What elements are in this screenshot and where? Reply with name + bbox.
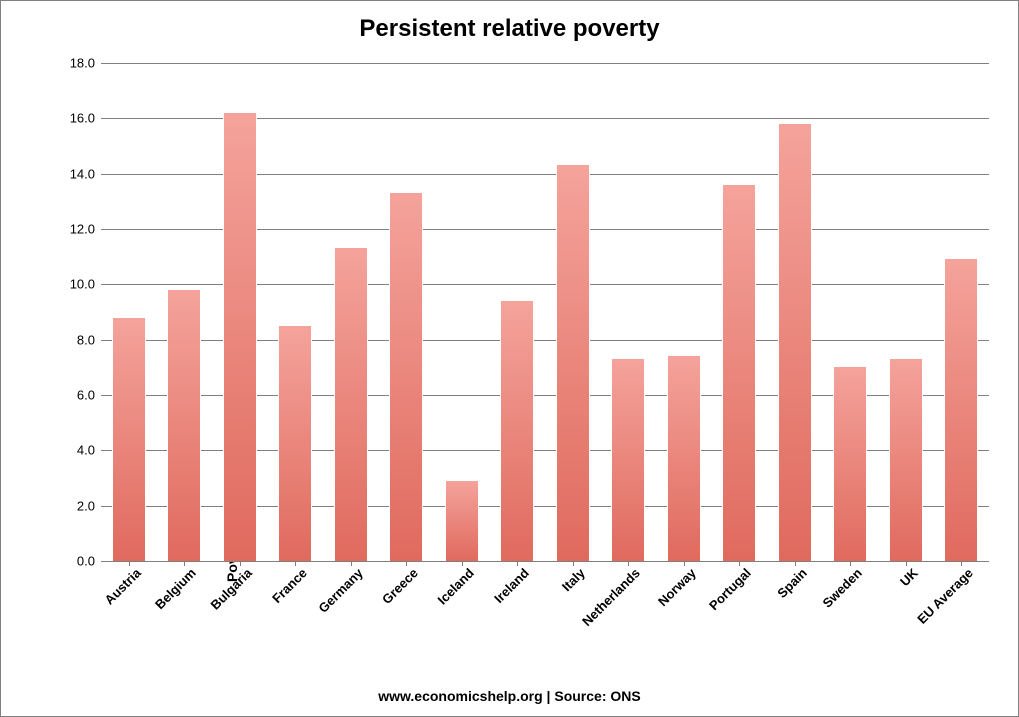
bar-slot: Norway <box>656 63 712 561</box>
y-tick-label: 14.0 <box>70 166 95 181</box>
y-tick-label: 12.0 <box>70 222 95 237</box>
x-tick-label: UK <box>892 561 920 589</box>
chart-title: Persistent relative poverty <box>1 15 1018 43</box>
bar-slot: Bulgaria <box>212 63 268 561</box>
bar <box>944 259 978 561</box>
x-tick-label: Netherlands <box>575 561 643 629</box>
bar <box>500 301 534 561</box>
bar <box>167 290 201 561</box>
bar-slot: Ireland <box>490 63 546 561</box>
y-tick-label: 4.0 <box>77 443 95 458</box>
x-tick-label: France <box>265 561 310 606</box>
bar-slot: Italy <box>545 63 601 561</box>
bar <box>445 481 479 561</box>
x-tick-label: Norway <box>651 561 699 609</box>
bar-slot: France <box>268 63 324 561</box>
y-tick-label: 0.0 <box>77 554 95 569</box>
bar-slot: Sweden <box>823 63 879 561</box>
bar-slot: Spain <box>767 63 823 561</box>
x-tick-label: Spain <box>770 561 810 601</box>
chart-frame: Persistent relative poverty Poverty Rate… <box>0 0 1019 717</box>
bar <box>223 113 257 561</box>
y-tick-label: 2.0 <box>77 498 95 513</box>
x-tick-label: Belgium <box>148 561 199 612</box>
plot-area: 0.02.04.06.08.010.012.014.016.018.0Austr… <box>101 63 989 561</box>
bar <box>889 359 923 561</box>
x-tick-label: Italy <box>554 561 587 594</box>
bar <box>389 193 423 561</box>
x-tick-label: Iceland <box>430 561 477 608</box>
y-tick-label: 8.0 <box>77 332 95 347</box>
x-tick-label: Germany <box>311 561 366 616</box>
bars-container: AustriaBelgiumBulgariaFranceGermanyGreec… <box>101 63 989 561</box>
bar <box>722 185 756 561</box>
bar <box>778 124 812 561</box>
x-tick-label: EU Average <box>910 561 976 627</box>
x-tick-label: Ireland <box>487 561 532 606</box>
bar <box>667 356 701 561</box>
y-tick-label: 16.0 <box>70 111 95 126</box>
y-tick-label: 18.0 <box>70 56 95 71</box>
bar-slot: Greece <box>379 63 435 561</box>
x-tick-label: Austria <box>97 561 144 608</box>
y-tick-label: 10.0 <box>70 277 95 292</box>
bar <box>278 326 312 561</box>
bar <box>833 367 867 561</box>
bar-slot: Iceland <box>434 63 490 561</box>
bar-slot: EU Average <box>934 63 990 561</box>
bar-slot: Belgium <box>157 63 213 561</box>
gridline <box>101 561 989 562</box>
bar-slot: Germany <box>323 63 379 561</box>
x-tick-label: Sweden <box>816 561 866 611</box>
bar-slot: Austria <box>101 63 157 561</box>
bar-slot: Netherlands <box>601 63 657 561</box>
x-tick-label: Greece <box>375 561 421 607</box>
bar-slot: Portugal <box>712 63 768 561</box>
bar <box>611 359 645 561</box>
x-axis-caption: www.economicshelp.org | Source: ONS <box>1 688 1018 704</box>
y-tick-label: 6.0 <box>77 388 95 403</box>
bar-slot: UK <box>878 63 934 561</box>
x-tick-label: Portugal <box>702 561 754 613</box>
bar <box>112 318 146 561</box>
bar <box>556 165 590 561</box>
bar <box>334 248 368 561</box>
